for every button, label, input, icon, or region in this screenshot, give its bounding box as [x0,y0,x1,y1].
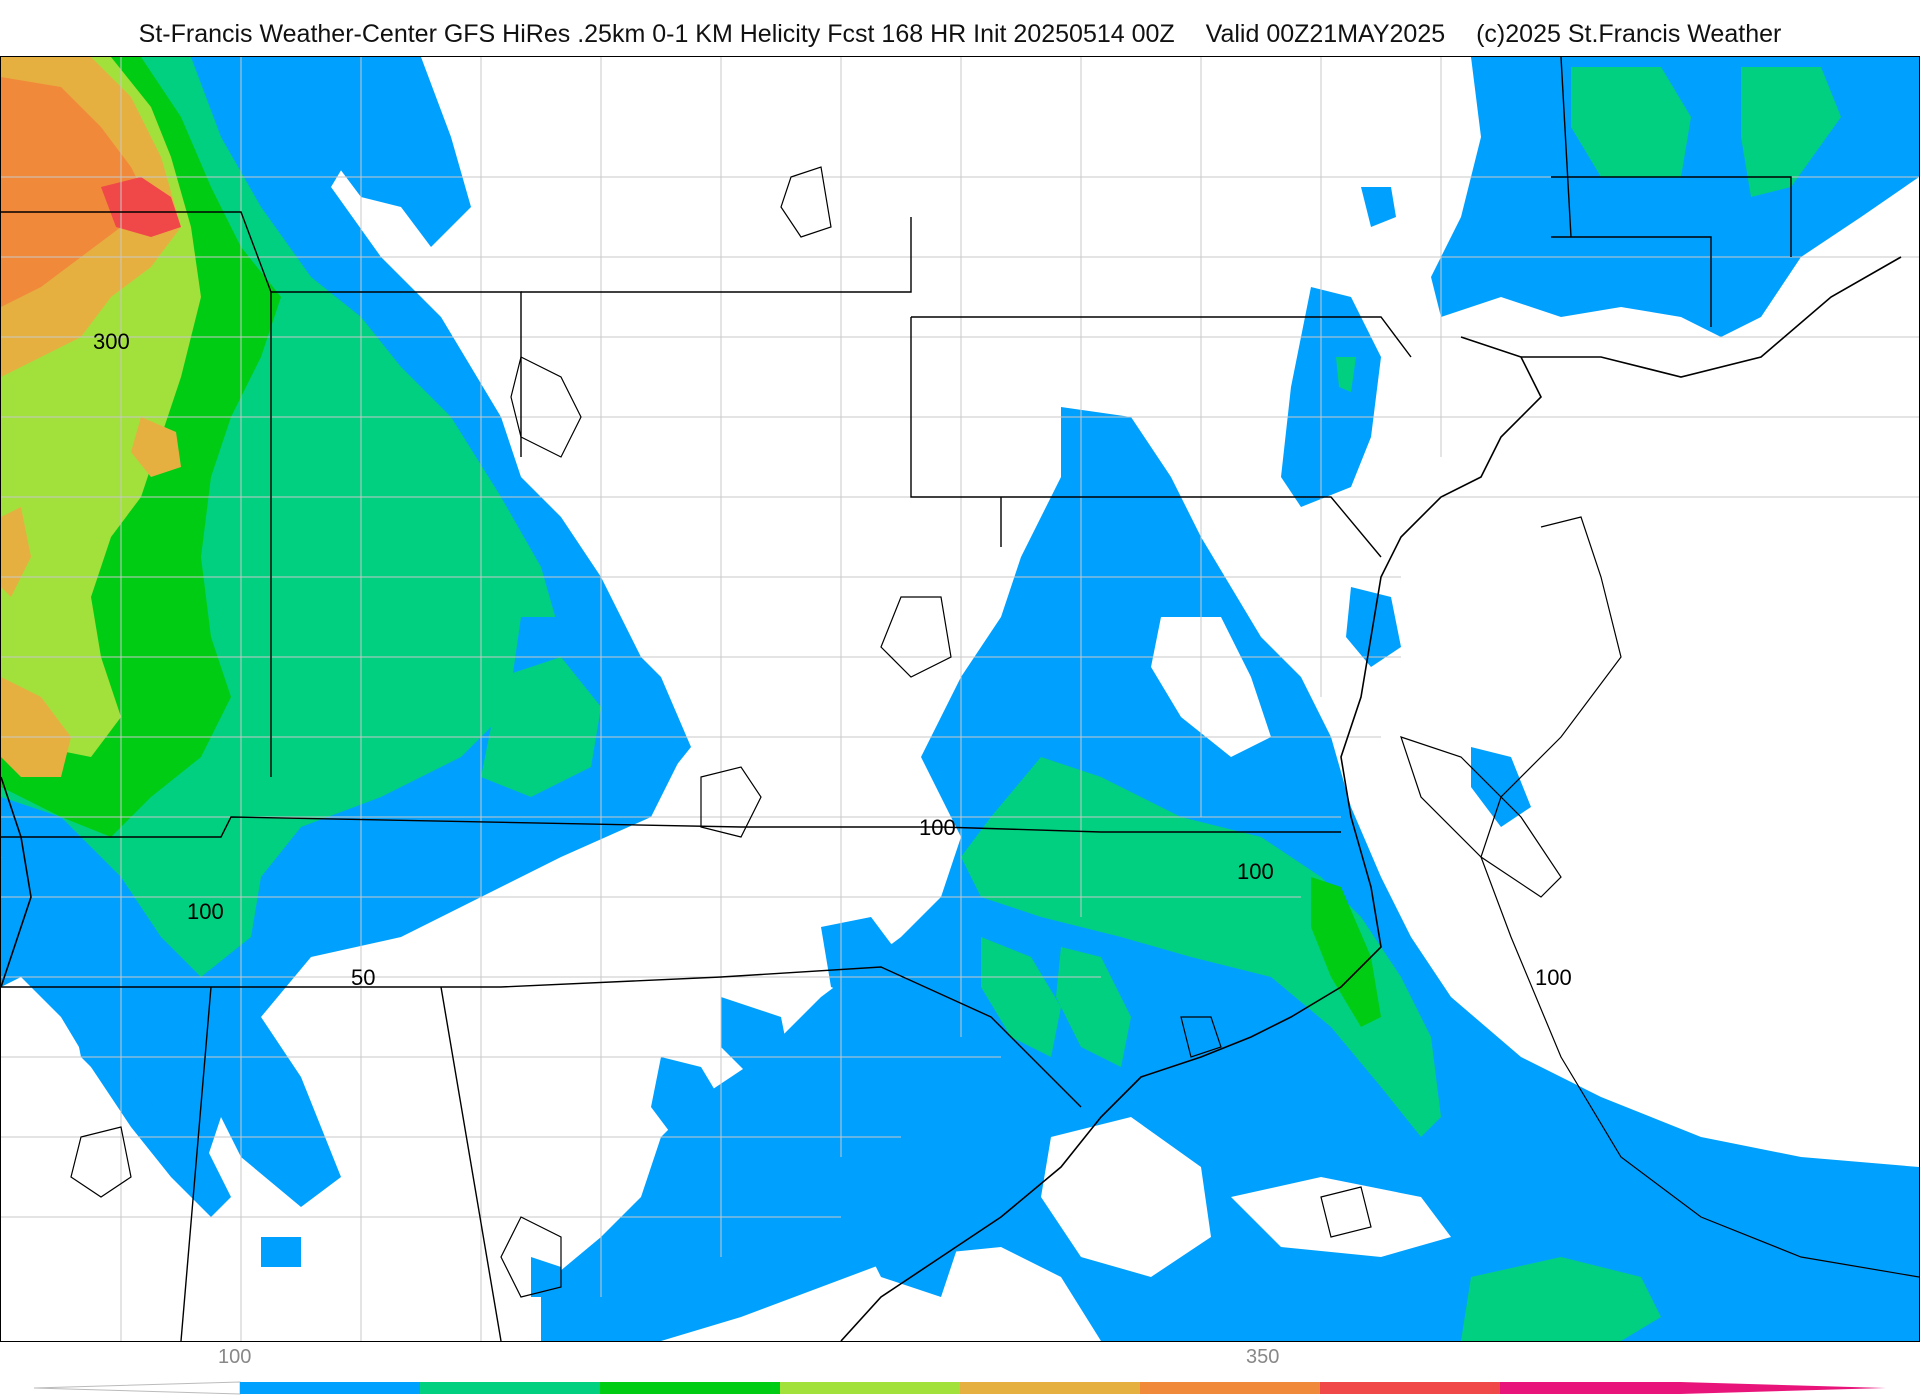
contour-labels: 300 100 100 100 100 50 [93,329,1572,990]
fill-north-blue [271,57,471,247]
fill-ohio-teal [481,657,601,797]
colorbar-segment [780,1382,961,1394]
fill-al-blue [721,997,791,1077]
contour-label-100-se: 100 [919,815,956,840]
colorbar: 100 350 [0,1340,1920,1400]
map-canvas: 300 100 100 100 100 50 [1,57,1919,1341]
title-valid: Valid 00Z21MAY2025 [1205,20,1446,48]
colorbar-segment [600,1382,781,1394]
colorbar-right-arrow [1680,1382,1886,1394]
fill-ne-teal [1571,67,1691,177]
colorbar-left-arrow [33,1381,241,1395]
county-borders [1,57,1919,1341]
fill-ne-teal-2 [1741,67,1841,197]
fill-sw-blue-blob [531,1257,561,1297]
colorbar-segment [240,1382,421,1394]
fill-east-gap-2 [1041,1117,1211,1277]
fill-west-gold-4 [1,507,31,597]
fill-ga-blue [651,1057,731,1157]
fill-sw-blue [1,857,231,1217]
fill-east-gap-3 [1231,1177,1451,1257]
state-borders [1,57,1792,1341]
contour-label-100-sw: 100 [187,899,224,924]
colorbar-segments [240,1382,1681,1394]
fill-west-gold-2 [1,677,71,777]
fill-gulf-blue [261,1237,301,1267]
fill-east-green [1311,877,1381,1027]
fill-east-gap [1151,617,1271,757]
map-title: St-Francis Weather-Center GFS HiRes .25k… [0,0,1920,58]
fill-pa-teal [1336,357,1356,392]
colorbar-segment [1320,1382,1501,1394]
helicity-map: 300 100 100 100 100 50 [0,56,1920,1342]
fill-ontario-blue [1361,187,1396,227]
colorbar-graphic [33,1381,1886,1395]
fill-sea-blue-small [1471,747,1531,827]
fill-sea-teal [1461,1257,1661,1341]
fill-east-teal-2 [981,937,1061,1057]
colorbar-segment [960,1382,1141,1394]
contour-lines [70,166,1919,1298]
colorbar-segment [1500,1382,1681,1394]
contour-label-100-sc: 100 [1237,859,1274,884]
contour-label-100-sea: 100 [1535,965,1572,990]
contour-label-300: 300 [93,329,130,354]
title-source: St-Francis Weather-Center GFS HiRes .25k… [138,20,1175,48]
colorbar-tick-350: 350 [1246,1346,1280,1368]
colorbar-tick-100: 100 [218,1346,252,1368]
fill-sc-blue [771,1037,881,1177]
title-copyright: (c)2025 St.Francis Weather [1476,20,1782,48]
helicity-fills [1,57,1919,1341]
fill-west-orange [1,77,151,307]
colorbar-segment [1140,1382,1321,1394]
fill-west-gold-3 [131,417,181,477]
colorbar-segment [420,1382,601,1394]
fill-pa-blue [1281,287,1381,507]
contour-label-50: 50 [351,965,375,990]
coastline [1,256,1902,1341]
fill-dc-blue [1346,587,1401,667]
